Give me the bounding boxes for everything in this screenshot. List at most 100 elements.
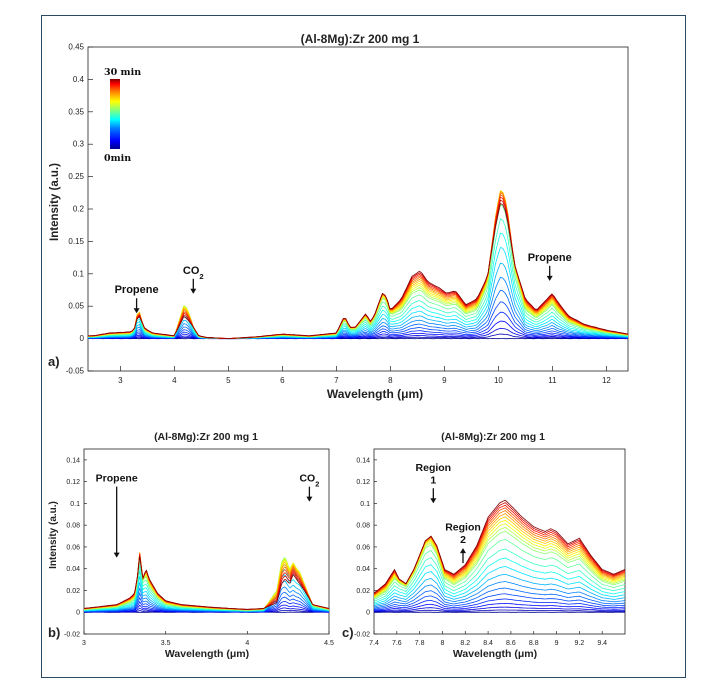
panel-a-ytick-label: 0.25 — [68, 172, 84, 181]
panel-a-ytick-label: 0.35 — [68, 107, 84, 116]
panel-b-xlabel: Wavelength (μm) — [165, 648, 249, 660]
annotation-arrowhead — [306, 496, 313, 502]
panel-a-series-line — [88, 194, 628, 340]
panel-a-series-line — [88, 232, 628, 340]
panel-c-series-line — [374, 499, 625, 594]
panel-a-series-line — [88, 218, 628, 340]
annotation-arrowhead — [133, 308, 140, 314]
panel-a-series-line — [88, 320, 628, 340]
panel-b-series-line — [84, 553, 329, 610]
panel-b-series-line — [84, 555, 329, 610]
panel-a-series-line — [88, 203, 628, 339]
panel-c-series-line — [374, 523, 625, 598]
panel-c-series-line — [374, 530, 625, 599]
panel-a-series-line — [88, 192, 628, 339]
panel-a-xtick-label: 10 — [494, 376, 503, 385]
panel-c-series-line — [374, 602, 625, 612]
panel-b-letter: b) — [48, 625, 60, 640]
panel-b-ytick-label: 0.12 — [66, 479, 80, 486]
annotation-arrowhead — [546, 275, 553, 281]
panel-b-axes — [83, 448, 330, 635]
panel-c-xtick-label: 9 — [555, 640, 559, 647]
panel-c-ytick-label: 0.04 — [356, 566, 370, 573]
panel-c-xlabel: Wavelength (μm) — [453, 648, 537, 660]
panel-c-xtick-label: 7.4 — [369, 640, 379, 647]
panel-b-xtick-label: 3.5 — [161, 640, 171, 647]
panel-a-series-group — [88, 190, 628, 340]
panel-a-xtick-label: 6 — [280, 376, 285, 385]
annotation-subscript: 2 — [315, 479, 319, 488]
panel-c-axes — [373, 448, 626, 635]
colorbar — [110, 79, 120, 149]
panel-c-ytick-label: 0.06 — [356, 544, 370, 551]
panel-c-series-line — [374, 598, 625, 611]
panel-b-ytick-label: 0 — [76, 610, 80, 617]
panel-c-series-line — [374, 519, 625, 598]
panel-a-ylabel: Intensity (a.u.) — [49, 163, 61, 241]
panel-a-ytick-label: 0.45 — [68, 43, 84, 52]
panel-a-series-line — [88, 301, 628, 340]
panel-c-xtick-label: 8.6 — [506, 640, 516, 647]
panel-a-xtick-label: 9 — [442, 376, 447, 385]
panel-a-xtick-label: 4 — [172, 376, 177, 385]
panel-c-xtick-label: 8.4 — [483, 640, 493, 647]
panel-b-ylabel: Intensity (a.u.) — [48, 501, 59, 569]
panel-a-series-line — [88, 276, 628, 340]
panel-c-series-line — [374, 557, 625, 604]
panel-b-series-line — [84, 554, 329, 611]
panel-a-annotation: Propene — [528, 252, 572, 264]
panel-a-series-line — [88, 289, 628, 340]
panel-a-title: (Al-8Mg):Zr 200 mg 1 — [301, 32, 420, 46]
panel-c-ytick-label: 0.1 — [360, 501, 370, 508]
panel-c-series-line — [374, 548, 625, 602]
panel-b-plot: -0.02 0 0.02 0.04 0.06 0.08 0.1 0.12 0.14 3 3.5 4 4.… — [64, 448, 334, 647]
panel-b-ytick-label: 0.04 — [66, 566, 80, 573]
panel-b-title: (Al-8Mg):Zr 200 mg 1 — [154, 431, 258, 443]
panel-c-xtick-label: 8.2 — [460, 640, 470, 647]
panel-a-ytick-label: 0.05 — [68, 302, 84, 311]
figure-frame — [41, 15, 686, 678]
panel-a-xtick-label: 5 — [226, 376, 231, 385]
panel-c-series-line — [374, 538, 625, 601]
panel-c-xtick-label: 9.4 — [597, 640, 607, 647]
panel-a-ytick-label: 0.1 — [73, 269, 85, 278]
panel-a-series-line — [88, 194, 628, 339]
panel-a-ytick-label: 0.3 — [73, 140, 85, 149]
panel-b-series-line — [84, 552, 329, 611]
panel-a-ytick-label: 0.4 — [73, 75, 85, 84]
panel-a-letter: a) — [48, 354, 60, 369]
panel-b-series-line — [84, 554, 329, 610]
panel-c-series-line — [374, 565, 625, 605]
panel-a-ytick-label: 0 — [80, 334, 85, 343]
panel-c-xtick-label: 7.6 — [392, 640, 402, 647]
panel-c-series-line — [374, 581, 625, 608]
colorbar-top-label: 30 min — [104, 67, 141, 78]
panel-c-xtick-label: 8.8 — [529, 640, 539, 647]
panel-c-xtick-label: 9.2 — [574, 640, 584, 647]
panel-a-annotation: Propene — [115, 284, 159, 296]
panel-b-annotation: Propene — [96, 473, 138, 485]
panel-c-series-line — [374, 587, 625, 609]
panel-b-ytick-label: 0.08 — [66, 523, 80, 530]
panel-b-series-line — [84, 553, 329, 611]
panel-c-letter: c) — [342, 625, 354, 640]
panel-b-series-line — [84, 552, 329, 611]
panel-c-series-group — [374, 499, 625, 613]
panel-b-ytick-label: -0.02 — [64, 632, 80, 639]
panel-a-series-line — [88, 333, 628, 340]
panel-a-xtick-label: 8 — [388, 376, 393, 385]
panel-b-series-line — [84, 574, 329, 612]
panel-a-ytick-label: 0.15 — [68, 237, 84, 246]
panel-a-series-line — [88, 196, 628, 340]
panel-c-annotation-line2: 2 — [460, 534, 466, 546]
panel-c-series-line — [374, 609, 625, 613]
panel-a-xtick-label: 11 — [548, 376, 557, 385]
panel-c-annotation: Region — [416, 462, 452, 474]
panel-a-plot: -0.05 0 0.05 0.1 0.15 0.2 0.25 0.3 0.35 0.4 0.45 3 4… — [66, 43, 629, 385]
annotation-arrowhead — [190, 288, 197, 294]
panel-c-annotation-line2: 1 — [430, 474, 436, 486]
panel-a-xtick-label: 12 — [602, 376, 611, 385]
panel-b-xtick-label: 4 — [245, 640, 249, 647]
panel-b-ytick-label: 0.14 — [66, 457, 80, 464]
